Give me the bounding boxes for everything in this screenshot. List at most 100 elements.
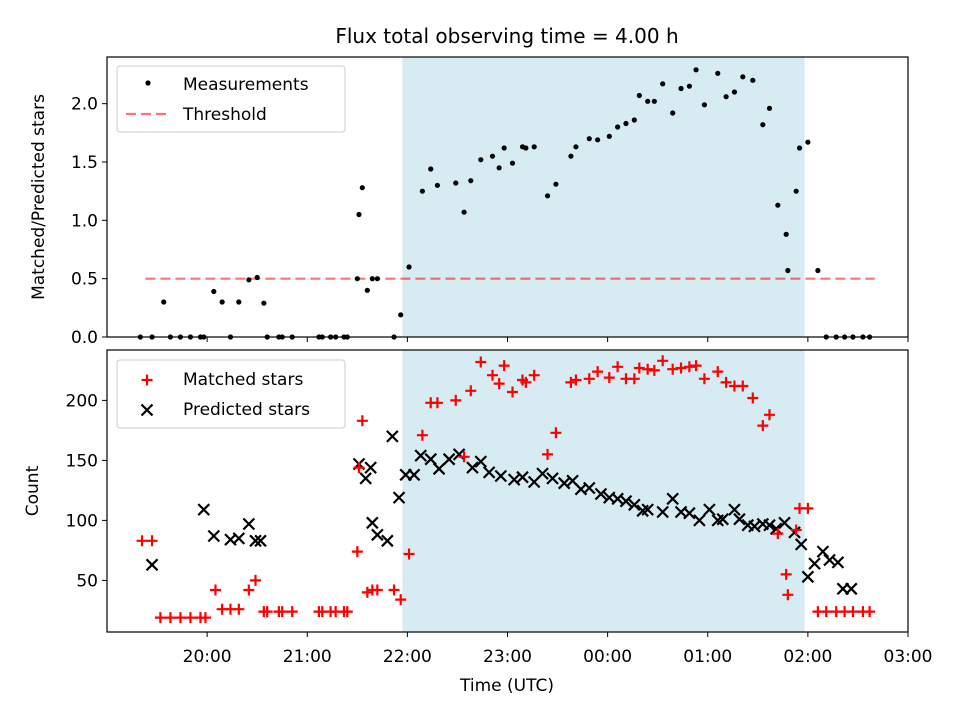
matched-star-point	[450, 394, 462, 406]
predicted-star-point	[364, 461, 377, 474]
measurement-point	[501, 145, 507, 151]
matched-star-point	[458, 451, 470, 463]
measurement-point	[651, 98, 657, 104]
predicted-star-point	[823, 553, 836, 567]
predicted-star-point	[816, 545, 830, 558]
measurement-point	[468, 178, 474, 184]
x-tick-label: 01:00	[683, 647, 732, 667]
bottom-x-ticks: 20:00 21:00 22:00 23:00 00:00 01:00 02:00 03:00	[183, 632, 933, 667]
predicted-star-point	[207, 529, 221, 543]
predicted-star-point	[359, 472, 372, 485]
measurement-point	[796, 145, 803, 151]
predicted-star-point	[801, 570, 815, 584]
predicted-star-point	[769, 522, 783, 536]
y-tick-label: 0.0	[71, 328, 98, 348]
matched-star-point	[747, 392, 759, 404]
measurement-point	[509, 160, 516, 166]
measurement-point	[775, 202, 781, 208]
predicted-star-point	[788, 526, 801, 539]
measurement-point	[586, 136, 592, 142]
matched-star-point	[698, 373, 710, 385]
matched-star-point	[465, 385, 477, 397]
predicted-star-point	[494, 469, 508, 483]
bottom-legend: Matched stars Predicted stars	[116, 359, 346, 429]
predicted-star-point	[808, 557, 821, 570]
measurement-point	[374, 276, 380, 282]
y-tick-label: 2.0	[71, 95, 98, 115]
measurement-point	[595, 137, 601, 143]
predicted-star-point	[831, 556, 845, 569]
predicted-star-point	[536, 467, 549, 480]
predicted-star-point	[407, 468, 421, 482]
predicted-stars-series	[145, 430, 858, 596]
predicted-star-point	[778, 516, 791, 530]
predicted-star-point	[381, 534, 394, 548]
matched-star-point	[550, 427, 562, 439]
measurement-point	[573, 144, 579, 150]
matched-star-point	[164, 612, 176, 624]
measurement-point	[398, 312, 404, 318]
measurement-point	[219, 299, 225, 305]
matched-star-point	[847, 606, 859, 618]
y-tick-label: 1.5	[71, 153, 98, 173]
matched-star-point	[782, 589, 794, 601]
y-tick-label: 100	[66, 511, 98, 531]
predicted-star-point	[728, 503, 741, 516]
predicted-star-point	[594, 487, 608, 501]
matched-star-point	[802, 502, 814, 514]
legend-threshold-label: Threshold	[182, 105, 267, 125]
matched-star-point	[351, 546, 363, 558]
predicted-star-point	[466, 461, 479, 474]
measurement-point	[428, 166, 434, 172]
matched-star-point	[772, 528, 784, 540]
x-tick-label: 21:00	[283, 647, 332, 667]
matched-star-point	[250, 574, 262, 586]
measurement-point	[236, 299, 242, 305]
legend-predicted-marker	[140, 403, 154, 417]
measurement-point	[766, 105, 773, 111]
top-legend: Measurements Threshold	[116, 65, 346, 133]
matched-star-point	[356, 415, 368, 427]
matched-star-point	[583, 373, 595, 385]
matched-star-point	[520, 376, 532, 388]
ratio-panel: 0.00.51.01.52.0 Matched/Predicted stars …	[29, 56, 909, 348]
matched-star-point	[493, 378, 505, 390]
matched-star-point	[667, 363, 679, 375]
measurement-point	[815, 267, 821, 274]
measurement-point	[461, 209, 467, 215]
bottom-y-ticks: 50 100 150 200	[66, 391, 107, 591]
measurement-point	[489, 153, 496, 159]
measurement-point	[359, 185, 365, 191]
matched-star-point	[395, 594, 407, 606]
measurement-point	[364, 287, 370, 293]
measurement-point	[715, 70, 721, 76]
predicted-star-point	[442, 452, 456, 466]
matched-star-point	[720, 376, 732, 388]
predicted-star-point	[432, 462, 446, 476]
matched-star-point	[712, 366, 724, 378]
predicted-star-point	[693, 514, 706, 527]
legend-measurements-marker	[145, 80, 151, 86]
matched-star-point	[233, 603, 245, 615]
predicted-star-point	[619, 494, 633, 508]
measurement-point	[531, 144, 537, 150]
matched-star-point	[261, 606, 273, 618]
predicted-star-point	[628, 498, 641, 512]
matched-star-point	[642, 363, 654, 375]
matched-star-point	[371, 584, 383, 596]
legend-matched-label: Matched stars	[183, 370, 303, 390]
measurement-point	[686, 83, 692, 89]
measurement-point	[161, 299, 167, 305]
predicted-star-point	[254, 534, 267, 548]
legend-x-glyph	[140, 403, 154, 417]
y-tick-label: 50	[76, 571, 98, 591]
measurement-point	[701, 102, 708, 108]
matched-star-point	[507, 386, 519, 398]
matched-star-point	[486, 369, 498, 381]
measurement-point	[615, 124, 621, 130]
measurement-point	[740, 74, 746, 80]
measurement-point	[750, 77, 756, 83]
predicted-star-point	[366, 516, 379, 530]
measurement-point	[678, 85, 684, 92]
